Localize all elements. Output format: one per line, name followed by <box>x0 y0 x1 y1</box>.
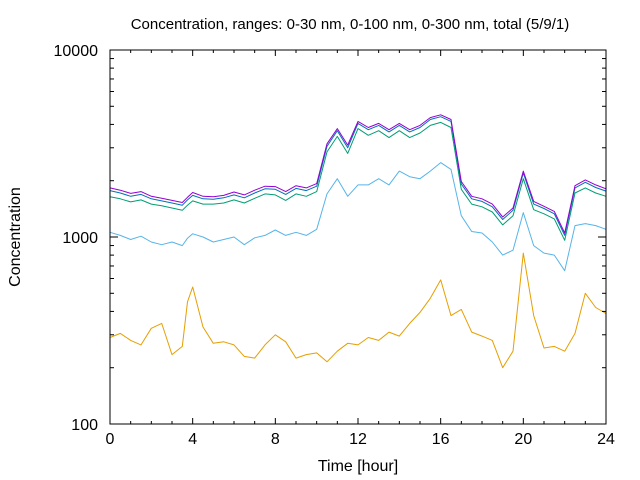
series-line-1 <box>109 252 607 369</box>
x-tick-label: 4 <box>188 431 197 448</box>
series-line-2 <box>109 162 607 272</box>
x-tick-label: 24 <box>597 431 615 448</box>
x-tick-label: 0 <box>106 431 115 448</box>
x-tick-label: 20 <box>514 431 532 448</box>
series-line-4 <box>109 116 607 236</box>
y-tick-label: 100 <box>71 417 98 434</box>
x-tick-label: 16 <box>432 431 450 448</box>
y-tick-label: 1000 <box>62 230 98 247</box>
series-layer <box>109 114 607 369</box>
y-axis-label: Concentration <box>7 187 24 287</box>
chart-title: Concentration, ranges: 0-30 nm, 0-100 nm… <box>131 16 570 33</box>
plot-frame <box>109 49 607 425</box>
x-tick-label: 8 <box>271 431 280 448</box>
y-tick-label: 10000 <box>54 43 99 60</box>
series-line-5 <box>109 114 607 234</box>
x-tick-label: 12 <box>349 431 367 448</box>
x-axis-label: Time [hour] <box>318 458 398 475</box>
ticks-layer: 0 4 8 12 16 20 24 100 1000 10000 <box>54 43 616 448</box>
series-line-3 <box>109 121 607 241</box>
